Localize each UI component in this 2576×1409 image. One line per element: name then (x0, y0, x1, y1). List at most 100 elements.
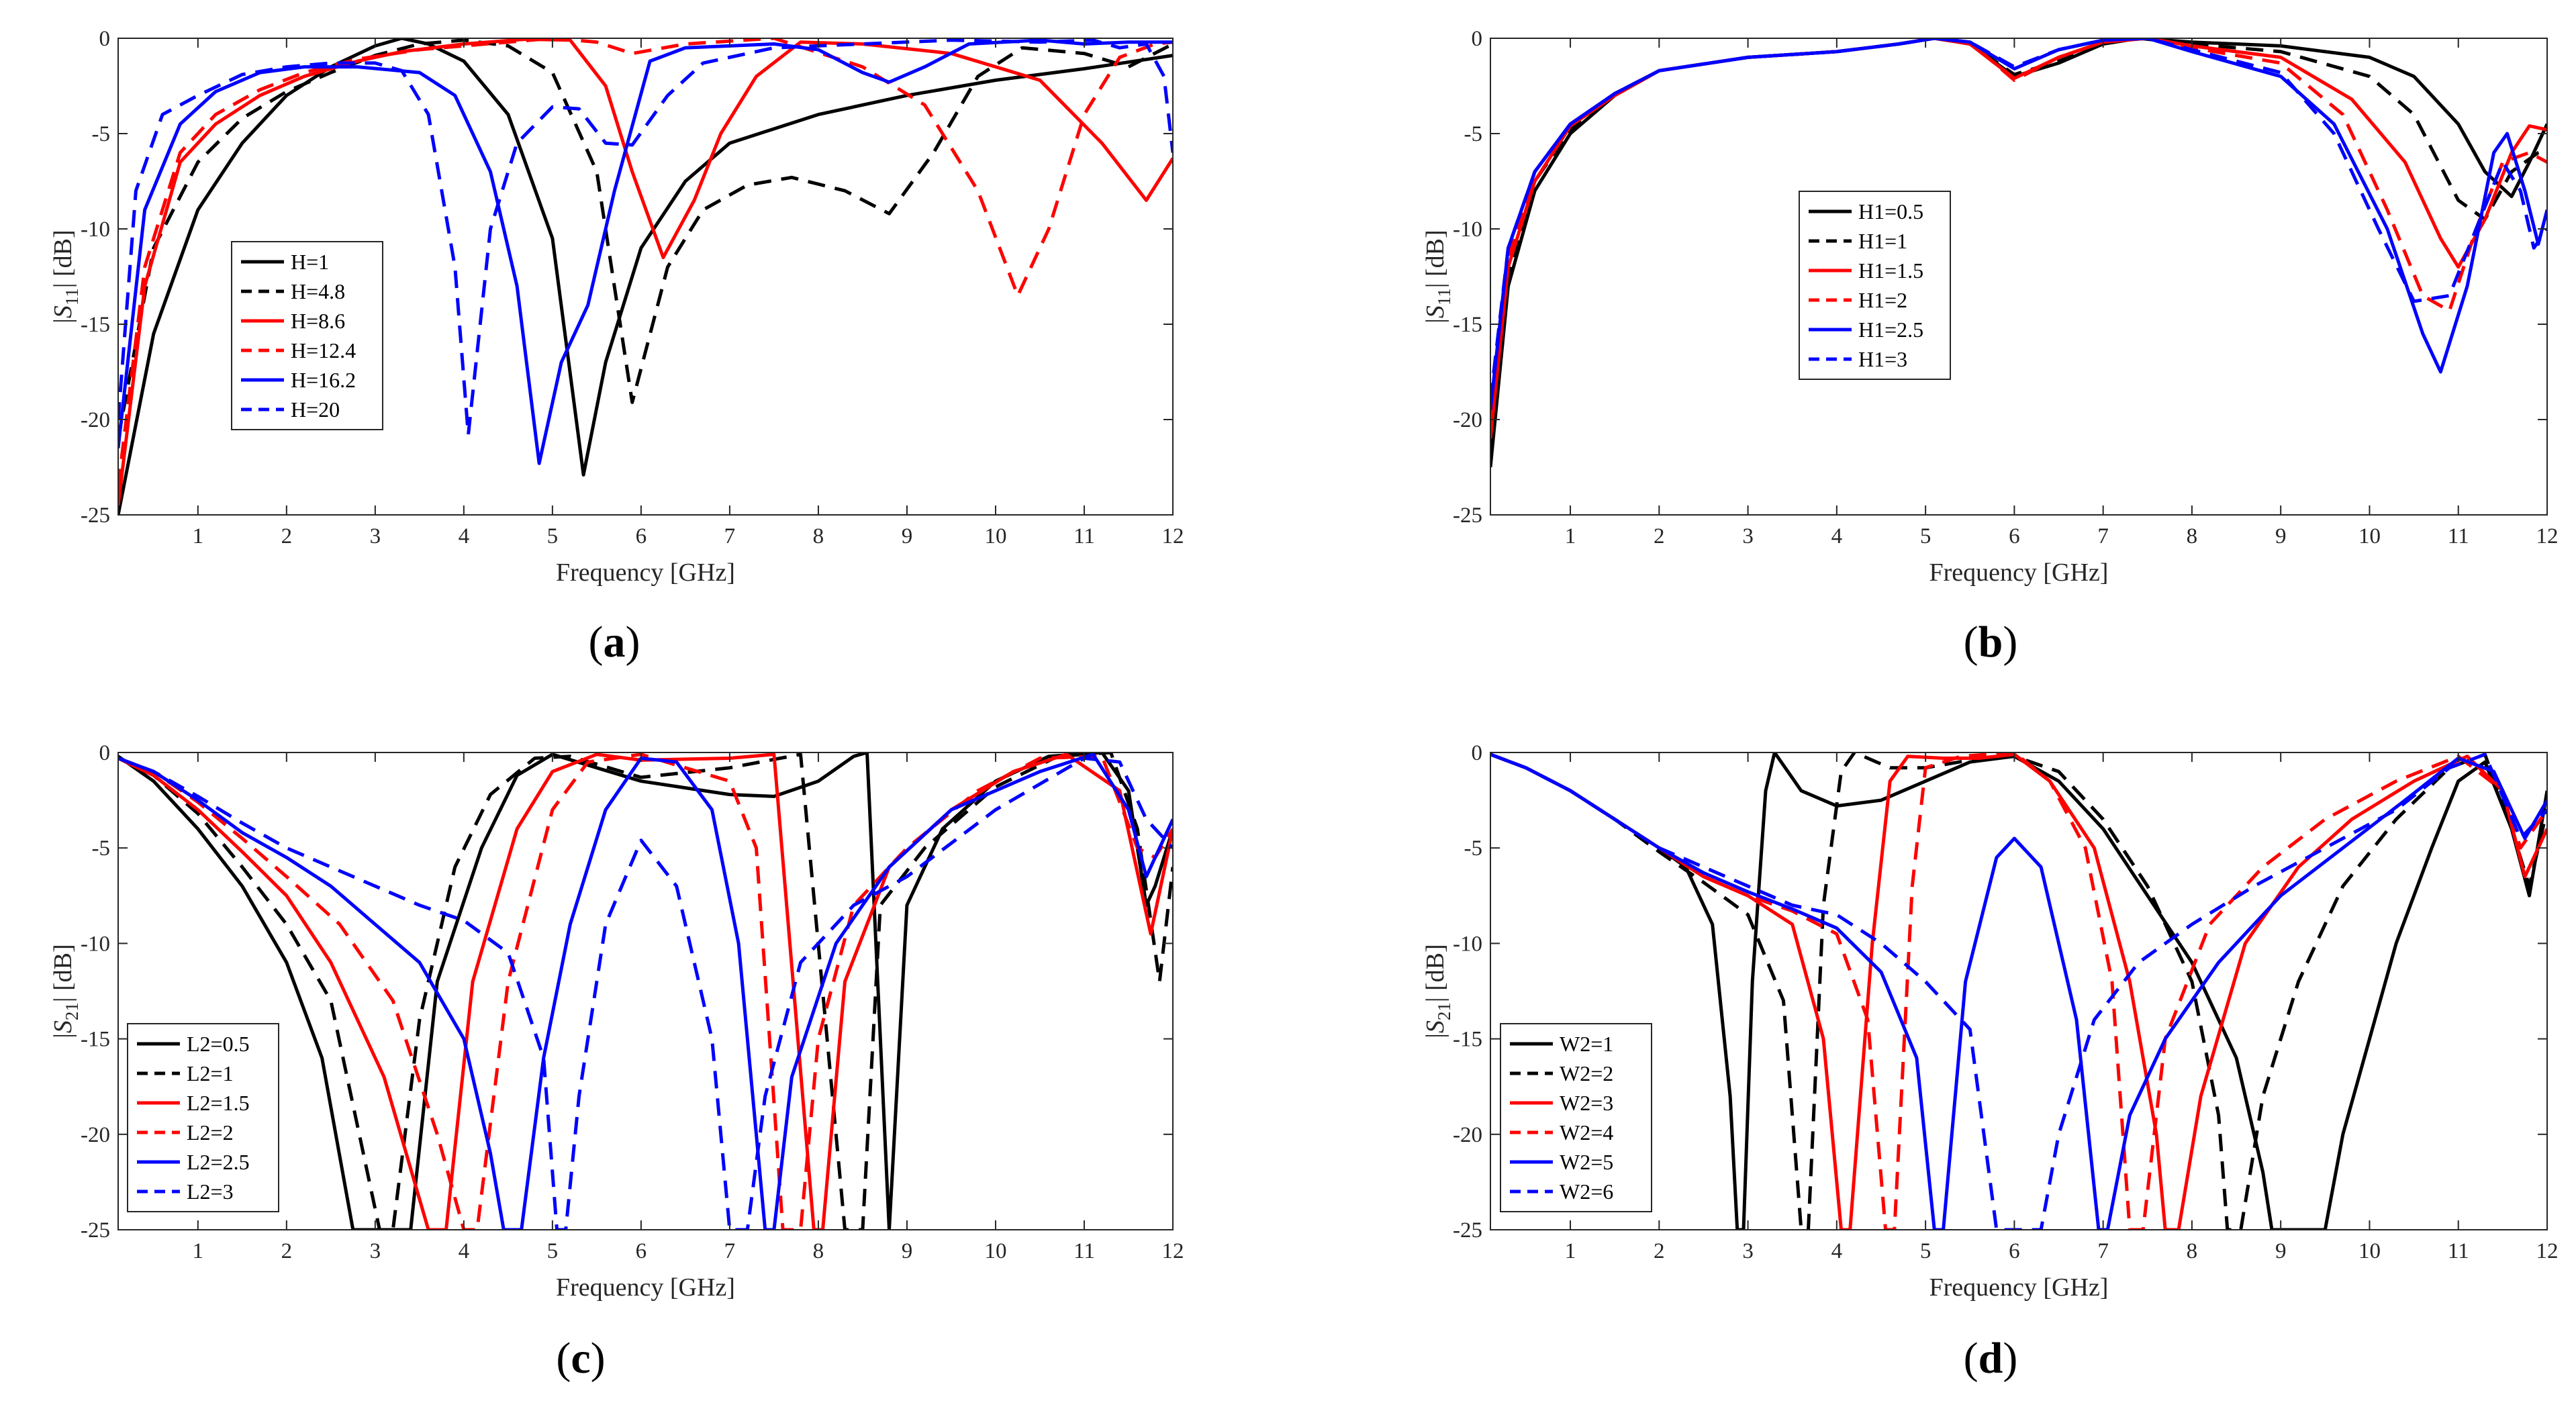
y-tick-label: -5 (1464, 836, 1483, 861)
y-tick-label: -15 (81, 1028, 110, 1052)
x-tick-label: 11 (1074, 1239, 1095, 1263)
series-group (118, 38, 1173, 515)
y-axis-label: |S21| [dB] (1421, 944, 1454, 1038)
x-tick-label: 2 (281, 524, 293, 548)
x-tick-label: 9 (902, 524, 913, 548)
y-tick-label: -15 (1453, 1028, 1482, 1052)
x-tick-label: 3 (1742, 1239, 1754, 1263)
chart-panel-b: 1 2 3 4 5 6 7 8 9 10 11 120-5-10-15-20-25Frequency … (1421, 27, 2559, 667)
legend-label: L2=1.5 (187, 1091, 250, 1115)
x-tick-label: 5 (1920, 524, 1931, 548)
legend: W2=1 W2=2 W2=3 W2=4 W2=5 W2=6 (1500, 1023, 1652, 1212)
x-tick-label: 2 (281, 1239, 293, 1263)
x-tick-label: 11 (2448, 1239, 2469, 1263)
chart-panel-a: 1 2 3 4 5 6 7 8 9 10 11 120-5-10-15-20-25Frequency … (49, 27, 1184, 667)
legend-label: L2=3 (187, 1179, 234, 1204)
x-tick-label: 12 (2536, 524, 2559, 548)
x-tick-label: 8 (2187, 1239, 2198, 1263)
legend-label: H1=1.5 (1858, 258, 1923, 283)
y-tick-label: -5 (92, 122, 111, 146)
y-tick-label: -20 (81, 408, 110, 432)
panel-caption: (a) (589, 618, 640, 667)
panel-caption: (b) (1964, 618, 2018, 667)
x-tick-label: 7 (2097, 524, 2109, 548)
x-tick-label: 1 (193, 1239, 204, 1263)
legend-box (1500, 1023, 1652, 1212)
series-line-5 (118, 38, 1173, 465)
y-axis-label: |S11| [dB] (49, 230, 82, 323)
x-tick-label: 6 (636, 1239, 647, 1263)
legend-label: H=12.4 (291, 338, 356, 362)
legend-label: L2=2.5 (187, 1150, 250, 1174)
x-axis-label: Frequency [GHz] (1929, 1273, 2109, 1302)
y-tick-label: -25 (1453, 503, 1482, 528)
plot-frame (1490, 752, 2548, 1230)
x-tick-label: 10 (984, 1239, 1006, 1263)
y-tick-label: 0 (99, 27, 111, 51)
legend-label: H=1 (291, 250, 329, 274)
y-tick-label: -15 (81, 313, 110, 337)
x-tick-label: 12 (1162, 524, 1184, 548)
series-line-4 (1490, 752, 2547, 1230)
legend-label: L2=1 (187, 1061, 234, 1085)
x-tick-label: 12 (2536, 1239, 2559, 1263)
y-tick-label: -20 (1453, 408, 1482, 432)
x-tick-label: 8 (2187, 524, 2198, 548)
y-axis-label: |S21| [dB] (49, 944, 82, 1038)
chart-panel-c: 1 2 3 4 5 6 7 8 9 10 11 120-5-10-15-20-25Frequency … (49, 741, 1184, 1383)
y-tick-label: -10 (81, 217, 110, 242)
legend-box (231, 241, 383, 430)
y-tick-label: -25 (81, 503, 110, 528)
legend-label: H=20 (291, 397, 340, 422)
x-tick-label: 9 (2275, 1239, 2287, 1263)
x-tick-label: 10 (2358, 1239, 2381, 1263)
series-line-1 (118, 38, 1173, 515)
legend-label: W2=3 (1560, 1091, 1613, 1115)
y-tick-label: -15 (1453, 313, 1482, 337)
y-tick-label: -5 (92, 836, 111, 861)
y-tick-label: -20 (1453, 1123, 1482, 1147)
legend-label: H1=1 (1858, 229, 1907, 253)
series-line-6 (118, 38, 1173, 437)
legend-label: W2=1 (1560, 1032, 1613, 1056)
y-tick-label: -10 (81, 932, 110, 956)
legend: H=1 H=4.8 H=8.6 H=12.4 H=16.2 H=20 (231, 241, 383, 430)
plot-frame (117, 752, 1174, 1230)
chart-panel-d: 1 2 3 4 5 6 7 8 9 10 11 120-5-10-15-20-25Frequency … (1421, 741, 2559, 1383)
series-line-6 (1490, 38, 2547, 401)
x-tick-label: 7 (724, 1239, 736, 1263)
x-tick-label: 11 (2448, 524, 2469, 548)
legend: H1=0.5 H1=1 H1=1.5 H1=2 H1=2.5 H1=3 (1799, 191, 1951, 380)
x-tick-label: 10 (984, 524, 1006, 548)
x-tick-label: 4 (459, 1239, 470, 1263)
panel-caption: (d) (1964, 1334, 2018, 1383)
x-tick-label: 9 (2275, 524, 2287, 548)
panel-caption: (c) (556, 1334, 605, 1383)
legend-label: W2=6 (1560, 1179, 1613, 1204)
x-tick-label: 6 (2009, 524, 2020, 548)
legend-label: H1=0.5 (1858, 199, 1923, 224)
legend-box (1799, 191, 1951, 380)
x-tick-label: 3 (370, 524, 381, 548)
series-line-3 (1490, 38, 2547, 439)
legend-box (127, 1023, 279, 1212)
x-tick-label: 3 (1742, 524, 1754, 548)
y-tick-label: 0 (99, 741, 111, 765)
series-line-4 (118, 38, 1173, 487)
y-tick-label: -25 (81, 1218, 110, 1243)
x-tick-label: 7 (724, 524, 736, 548)
legend-label: L2=0.5 (187, 1032, 250, 1056)
x-axis-label: Frequency [GHz] (556, 558, 735, 587)
series-line-2 (118, 38, 1173, 439)
x-tick-label: 5 (547, 1239, 559, 1263)
x-tick-label: 11 (1074, 524, 1095, 548)
legend-label: H=4.8 (291, 279, 345, 303)
x-tick-label: 4 (1831, 524, 1843, 548)
x-tick-label: 5 (547, 524, 559, 548)
series-line-5 (1490, 752, 2547, 1230)
x-tick-label: 10 (2358, 524, 2381, 548)
x-tick-label: 4 (1831, 1239, 1843, 1263)
y-tick-label: -5 (1464, 122, 1483, 146)
plot-frame (1490, 38, 2548, 516)
